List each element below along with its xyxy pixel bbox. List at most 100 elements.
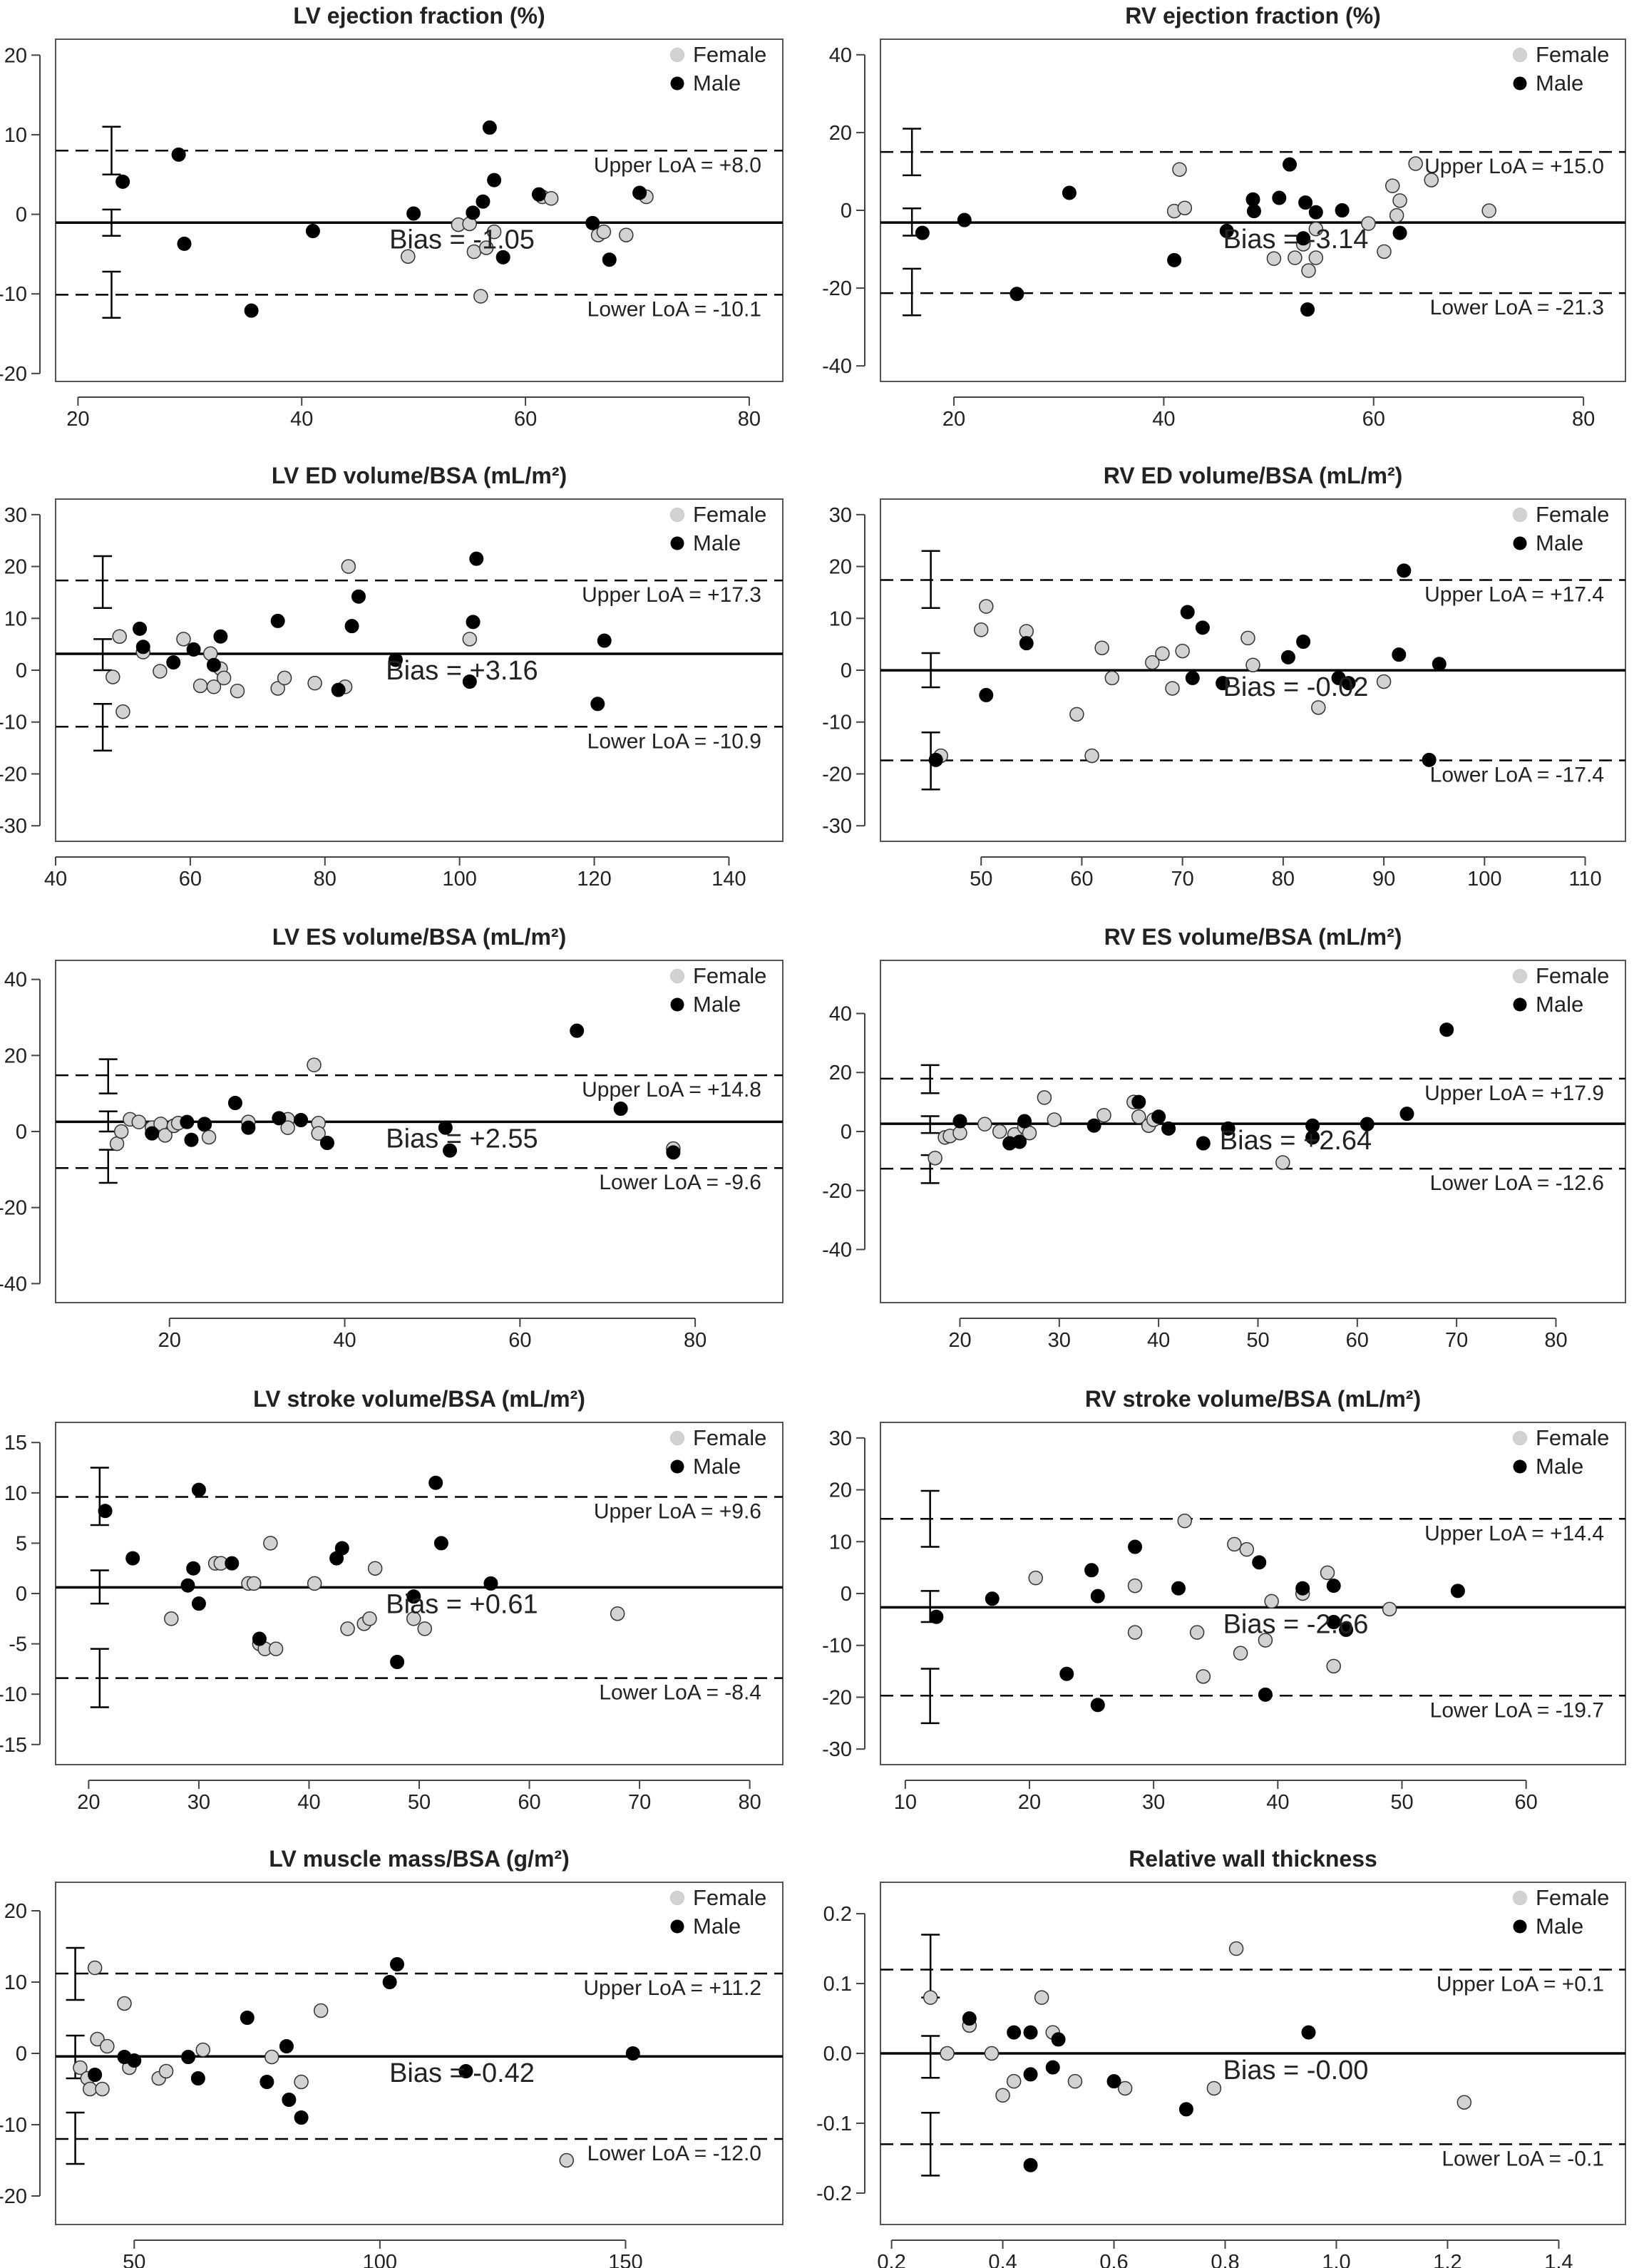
- male-point: [1106, 2074, 1121, 2089]
- x-tick-label: 80: [739, 1791, 761, 1814]
- female-point: [311, 1126, 326, 1141]
- male-point: [319, 1136, 334, 1150]
- x-tick-label: 40: [297, 1791, 320, 1814]
- y-tick-label: 20: [829, 556, 852, 579]
- female-point: [1481, 203, 1496, 218]
- y-tick-label: 20: [4, 44, 27, 67]
- male-point: [462, 674, 477, 689]
- female-point: [1175, 643, 1190, 659]
- male-point: [190, 2071, 205, 2085]
- female-point: [1069, 707, 1084, 722]
- male-point: [1295, 1581, 1310, 1596]
- female-point: [1067, 2073, 1083, 2089]
- y-tick-label: -10: [0, 2114, 27, 2137]
- male-point: [1296, 635, 1311, 649]
- male-point: [1062, 185, 1077, 200]
- y-tick-label: 0: [841, 1583, 852, 1606]
- male-point: [597, 633, 612, 648]
- female-point: [95, 2081, 110, 2097]
- x-tick-label: 0.2: [877, 2251, 905, 2268]
- male-point: [570, 1023, 585, 1038]
- y-tick-label: -20: [0, 1197, 27, 1220]
- x-tick-label: 1.0: [1322, 2251, 1350, 2268]
- male-point: [213, 629, 228, 644]
- legend-male-label: Male: [1536, 992, 1583, 1017]
- male-point: [225, 1556, 240, 1571]
- male-point: [171, 147, 186, 162]
- male-point: [389, 1957, 404, 1971]
- bias-ci-errorbar: [102, 208, 121, 237]
- legend-female-marker: [1513, 48, 1527, 62]
- lower-loa-label: Lower LoA = -8.4: [599, 1681, 761, 1705]
- legend-male-label: Male: [1536, 1454, 1583, 1479]
- female-point: [1258, 1633, 1273, 1648]
- x-tick-label: 50: [123, 2251, 145, 2268]
- panel-5: LV ES volume/BSA (mL/m²) -40 -20 0 20 40 20 40 6…: [0, 924, 784, 1352]
- female-point: [1389, 207, 1404, 223]
- female-point: [106, 669, 120, 684]
- upper-loa-label: Upper LoA = +17.4: [1424, 583, 1604, 606]
- female-point: [486, 224, 502, 240]
- male-point: [227, 1096, 242, 1110]
- x-tick-label: 120: [577, 868, 611, 891]
- male-point: [928, 752, 943, 767]
- legend-female-label: Female: [1536, 1425, 1609, 1450]
- bias-ci-errorbar: [920, 1115, 940, 1134]
- male-point: [1432, 657, 1447, 672]
- upper-ci-errorbar: [920, 1489, 940, 1548]
- male-point: [1216, 676, 1231, 691]
- y-tick-label: -10: [0, 712, 27, 734]
- legend-female-label: Female: [693, 1885, 766, 1910]
- female-point: [195, 2042, 211, 2058]
- y-tick-label: -40: [822, 1239, 852, 1262]
- male-point: [186, 1561, 201, 1576]
- upper-ci-errorbar: [921, 550, 940, 609]
- y-tick-label: -10: [822, 712, 852, 734]
- male-point: [438, 1120, 453, 1135]
- male-point: [443, 1143, 458, 1158]
- x-tick-label: 20: [948, 1329, 971, 1352]
- panel-9: LV muscle mass/BSA (g/m²) -20 -10 0 10 20 50 10…: [0, 1846, 784, 2268]
- female-point: [1228, 1941, 1244, 1956]
- x-tick-label: 80: [1272, 868, 1295, 891]
- y-tick-label: -20: [822, 1180, 852, 1203]
- female-point: [307, 1057, 322, 1072]
- female-point: [1165, 681, 1180, 696]
- upper-loa-label: Upper LoA = +11.2: [583, 1976, 761, 2000]
- x-tick-label: 60: [1346, 1329, 1369, 1352]
- female-point: [1104, 670, 1120, 686]
- legend-female-marker: [1513, 508, 1527, 522]
- female-point: [158, 2063, 174, 2079]
- female-point: [473, 289, 488, 304]
- y-tick-label: -30: [822, 815, 852, 838]
- y-tick-label: -0.1: [816, 2113, 852, 2135]
- x-tick-label: 30: [1142, 1791, 1165, 1814]
- female-point: [1457, 2095, 1472, 2110]
- y-tick-label: -30: [0, 815, 27, 838]
- legend: Female Male: [670, 1885, 766, 1939]
- female-point: [153, 664, 168, 679]
- x-tick-label: 80: [1572, 408, 1595, 431]
- legend-male-label: Male: [693, 1914, 741, 1939]
- male-point: [1280, 650, 1295, 665]
- legend-female-label: Female: [1536, 42, 1609, 67]
- x-tick-label: 60: [1070, 868, 1093, 891]
- female-point: [1326, 1658, 1341, 1674]
- female-point: [1196, 1669, 1211, 1684]
- upper-loa-label: Upper LoA = +0.1: [1437, 1972, 1604, 1996]
- male-point: [428, 1475, 443, 1490]
- legend-male-marker: [1513, 536, 1527, 550]
- x-tick-label: 60: [508, 1329, 531, 1352]
- male-point: [1012, 1134, 1027, 1149]
- female-point: [362, 1611, 377, 1626]
- female-point: [246, 1576, 262, 1591]
- male-point: [1045, 2060, 1060, 2075]
- male-point: [294, 1113, 309, 1127]
- male-point: [1023, 2067, 1038, 2082]
- upper-loa-label: Upper LoA = +14.8: [582, 1078, 761, 1102]
- male-point: [206, 657, 221, 672]
- x-tick-label: 50: [1390, 1791, 1413, 1814]
- y-tick-label: -20: [822, 763, 852, 786]
- male-point: [1161, 1121, 1176, 1136]
- legend-female-label: Female: [693, 42, 766, 67]
